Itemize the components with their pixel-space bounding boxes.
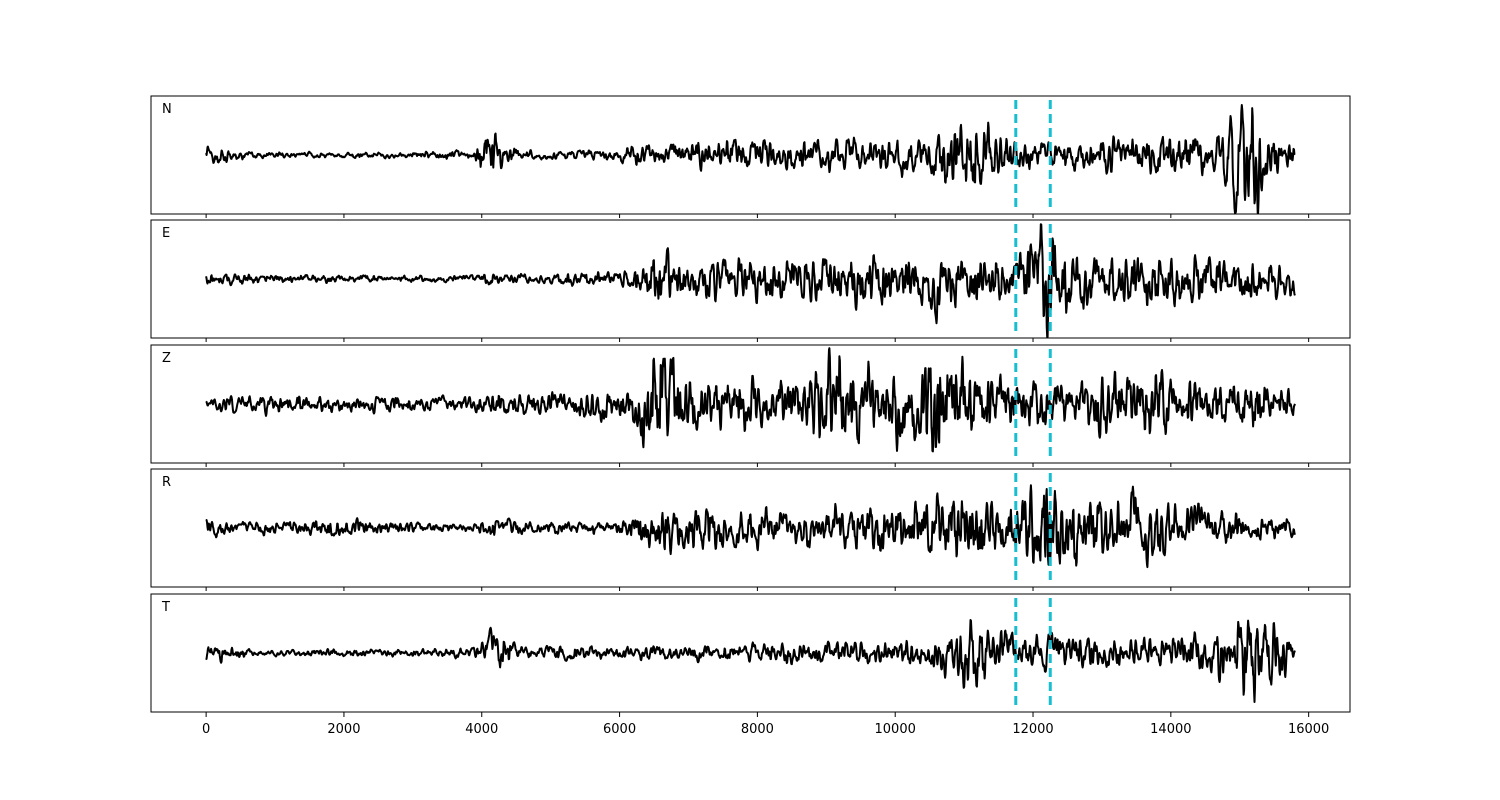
x-axis: 0 2000 4000 6000 8000 10000 12000 14000 16000 <box>202 712 1329 737</box>
waveform-trace-n <box>205 104 1296 214</box>
panel-t: T <box>150 593 1351 713</box>
x-tick-label: 12000 <box>1012 722 1053 737</box>
panel-frame <box>150 593 1351 713</box>
waveform-trace-e <box>205 223 1296 338</box>
panels-layer: N E Z R T <box>150 95 1351 713</box>
panel-label-r: R <box>162 475 171 490</box>
panel-frame <box>150 95 1351 215</box>
waveform-trace-t <box>205 619 1296 703</box>
x-tick-label: 2000 <box>327 722 360 737</box>
x-tick-label: 10000 <box>875 722 916 737</box>
x-tick-label: 0 <box>202 722 210 737</box>
panel-label-e: E <box>162 226 170 241</box>
panel-z: Z <box>150 344 1351 467</box>
panel-e: E <box>150 219 1351 342</box>
panel-r: R <box>150 468 1351 591</box>
panel-frame <box>150 219 1351 339</box>
panel-n: N <box>150 95 1351 218</box>
x-tick-label: 4000 <box>465 722 498 737</box>
x-tick-label: 16000 <box>1288 722 1329 737</box>
waveform-trace-z <box>205 347 1296 453</box>
x-tick-label: 14000 <box>1150 722 1191 737</box>
panel-frame <box>150 344 1351 464</box>
panel-frame <box>150 468 1351 588</box>
x-tick-label: 8000 <box>741 722 774 737</box>
panel-label-n: N <box>162 102 172 117</box>
panel-label-t: T <box>161 600 170 615</box>
x-tick-label: 6000 <box>603 722 636 737</box>
panel-label-z: Z <box>162 351 171 366</box>
waveform-trace-r <box>205 484 1296 569</box>
